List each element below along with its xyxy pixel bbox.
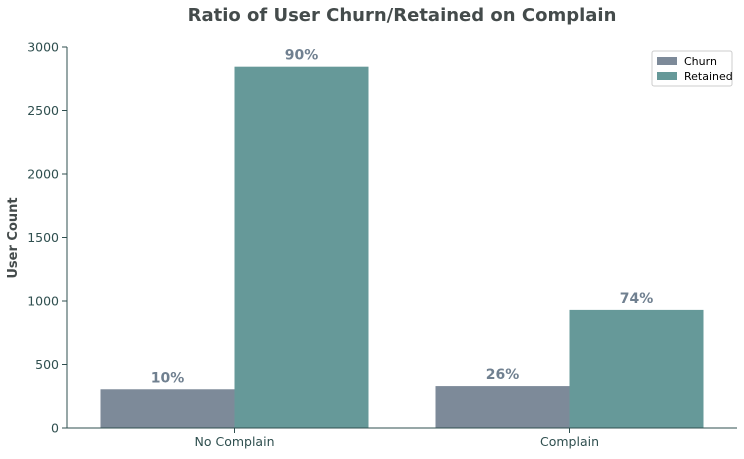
y-tick-label: 0 (51, 421, 59, 436)
y-tick-label: 1500 (27, 230, 59, 245)
y-tick-label: 2000 (27, 167, 59, 182)
data-label-churn-1: 26% (486, 367, 520, 383)
chart-title: Ratio of User Churn/Retained on Complain (188, 5, 617, 26)
y-axis-label: User Count (6, 197, 21, 278)
data-label-retained-0: 90% (285, 48, 319, 64)
y-tick-label: 2500 (27, 103, 59, 118)
y-axis-ticks: 0 500 1000 1500 2000 2500 3000 (27, 40, 67, 436)
data-label-retained-1: 74% (620, 291, 654, 307)
y-tick-label: 1000 (27, 294, 59, 309)
x-tick-label: No Complain (195, 434, 275, 449)
bar-retained-0 (234, 66, 369, 428)
bar-churn-1 (435, 386, 570, 428)
bar-churn-0 (100, 389, 235, 428)
x-axis-ticks: No Complain Complain (195, 428, 599, 449)
bar-retained-1 (569, 309, 704, 428)
legend-label-churn: Churn (684, 55, 717, 68)
legend-swatch-retained (657, 72, 677, 80)
legend-swatch-churn (657, 57, 677, 65)
legend-label-retained: Retained (684, 70, 733, 83)
data-label-churn-0: 10% (151, 370, 185, 386)
x-tick-label: Complain (540, 434, 599, 449)
data-labels: 10% 90% 26% 74% (151, 48, 654, 387)
legend: Churn Retained (651, 50, 733, 87)
y-tick-label: 3000 (27, 40, 59, 55)
bars (100, 66, 704, 428)
y-tick-label: 500 (35, 357, 59, 372)
